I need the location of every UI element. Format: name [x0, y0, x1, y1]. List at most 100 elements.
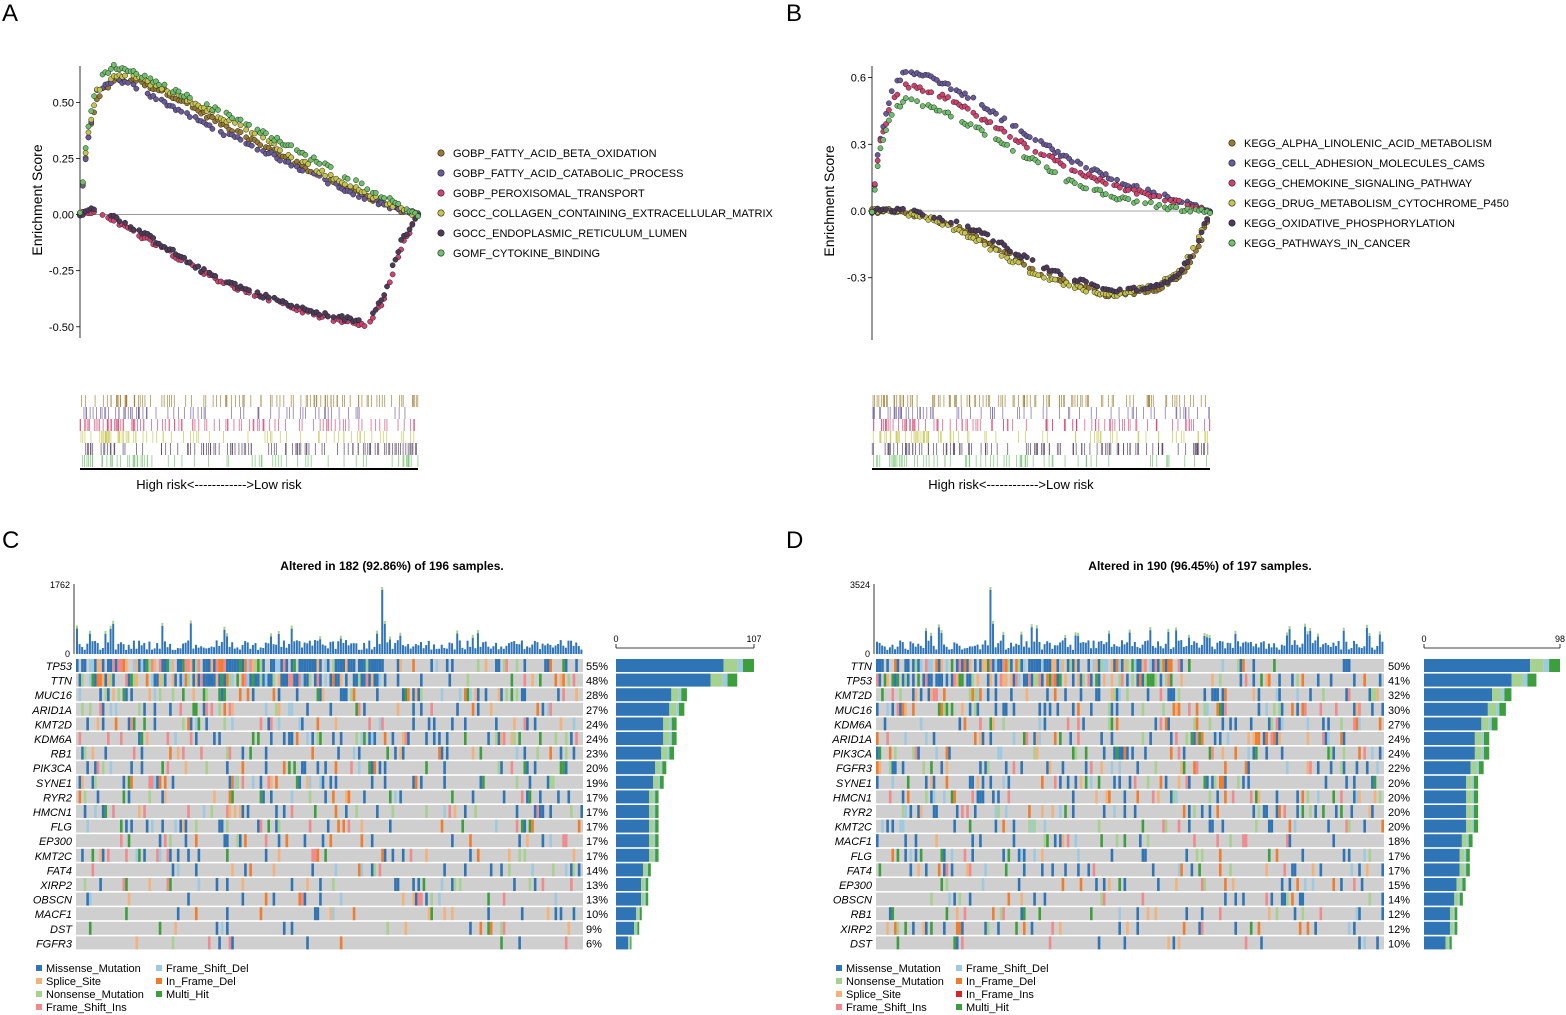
onco-c-mutation-cell	[117, 688, 120, 702]
onco-d-mutation-cell	[1350, 863, 1354, 877]
onco-c-mutation-cell	[308, 659, 312, 672]
onco-d-mutation-cell	[1267, 673, 1271, 687]
onco-c-mutation-cell	[99, 878, 102, 891]
onco-c-mutation-cell	[345, 659, 348, 672]
gsea-b-series-point	[874, 163, 881, 170]
onco-c-mutation-cell	[109, 673, 113, 687]
onco-d-mutation-cell	[1041, 863, 1044, 877]
onco-c-mutation-cell	[562, 761, 565, 775]
onco-c-mutation-cell	[399, 746, 402, 760]
onco-d-tmb-bar	[1064, 637, 1067, 654]
onco-c-mutation-cell	[360, 673, 364, 687]
onco-c-tmb-bar	[96, 642, 99, 654]
onco-d-mutation-cell	[1306, 717, 1310, 731]
onco-c-mutation-cell	[425, 732, 428, 745]
onco-d-mutation-cell	[1030, 921, 1034, 935]
onco-d-mutation-cell	[1273, 702, 1276, 716]
onco-d-gene-percent: 15%	[1388, 880, 1410, 892]
onco-d-tmb-bar	[945, 646, 948, 654]
gsea-a-series-point	[108, 66, 114, 72]
onco-c-mutation-cell	[313, 805, 317, 818]
onco-c-mutation-cell	[233, 805, 237, 818]
onco-c-mutation-cell	[562, 673, 565, 687]
onco-d-mutation-cell	[963, 659, 967, 672]
onco-d-mutation-cell	[979, 717, 982, 731]
onco-c-mutation-cell	[78, 775, 82, 789]
onco-c-mutation-cell	[236, 659, 239, 672]
onco-c-mutation-cell	[169, 834, 172, 848]
onco-d-mutation-cell	[961, 936, 964, 950]
onco-d-tmb-bar	[883, 646, 886, 654]
onco-d-mutation-cell	[1347, 819, 1351, 833]
onco-d-mutation-cell	[1095, 673, 1098, 687]
onco-c-mutation-cell	[184, 659, 188, 672]
onco-c-tmb-bar	[378, 644, 381, 654]
onco-d-gene-row: HMCN1 20%	[833, 790, 1479, 804]
onco-c-mutation-cell	[293, 673, 296, 687]
onco-d-gene-bar-segment	[1466, 834, 1469, 848]
onco-d-mutation-cell	[906, 790, 910, 804]
onco-d-mutation-cell	[1175, 878, 1178, 891]
onco-d-mutation-cell	[1149, 659, 1152, 672]
onco-d-gene-bar-segment	[1462, 878, 1466, 891]
onco-d-mutation-cell	[1100, 834, 1103, 848]
onco-c-mutation-cell	[337, 819, 340, 833]
onco-c-tmb-bar	[373, 646, 376, 654]
onco-d-tmb-bar	[1206, 637, 1209, 654]
onco-d-mutation-cell	[1324, 775, 1328, 789]
onco-c-mutation-cell	[526, 790, 529, 804]
onco-c-tmb-bar	[319, 639, 322, 654]
onco-d-mutation-cell	[1340, 732, 1343, 745]
gsea-b-series-point	[931, 215, 937, 221]
onco-c-mutation-cell	[228, 805, 232, 818]
onco-d-mutation-cell	[1110, 717, 1114, 731]
onco-c-mutation-cell	[412, 892, 415, 906]
onco-d-mutation-cell	[1358, 936, 1361, 950]
onco-c-mutation-cell	[215, 878, 219, 891]
onco-d-mutation-cell	[1242, 659, 1245, 672]
onco-d-mutation-cell	[1118, 878, 1121, 891]
onco-c-tmb-bar	[394, 643, 397, 654]
onco-d-tmb-bar-segment	[1077, 632, 1080, 636]
onco-d-mutation-cell	[1154, 907, 1158, 921]
onco-c-mutation-cell	[536, 702, 540, 716]
onco-d-tmb-bar	[1234, 633, 1237, 654]
onco-d-gene-bar-segment	[1484, 746, 1490, 760]
onco-d-mutation-cell	[1327, 732, 1330, 745]
onco-c-mutation-cell	[401, 732, 405, 745]
onco-c-gene-label: TP53	[46, 661, 73, 673]
onco-d-tmb-bar-segment	[1149, 627, 1152, 631]
onco-c-tmb-bar-segment	[226, 633, 229, 637]
gsea-a-series-point	[178, 108, 185, 115]
onco-d-mutation-cell	[1126, 659, 1129, 672]
onco-d-tmb-bar	[1319, 647, 1322, 654]
gsea-b-series-point	[1007, 134, 1013, 140]
onco-d-mutation-cell	[997, 921, 1000, 935]
onco-c-mutation-cell	[476, 659, 480, 672]
onco-d-mutation-cell	[1113, 805, 1116, 818]
onco-c-mutation-cell	[244, 834, 247, 848]
onco-c-mutation-cell	[425, 805, 428, 818]
onco-d-mutation-cell	[1376, 761, 1379, 775]
onco-c-mutation-cell	[249, 746, 252, 760]
onco-d-mutation-cell	[1041, 848, 1044, 862]
onco-d-matrix-row-bg	[876, 761, 1384, 775]
onco-c-mutation-cell	[143, 717, 146, 731]
onco-c-mutation-cell	[339, 936, 343, 950]
onco-d-mutation-cell	[1211, 688, 1214, 702]
onco-d-mutation-cell	[1012, 673, 1016, 687]
onco-d-gene-bar-segment	[1449, 936, 1452, 950]
onco-c-mutation-cell	[127, 673, 131, 687]
onco-d-mutation-cell	[1278, 732, 1281, 745]
onco-c-tmb-bar	[432, 644, 435, 654]
onco-d-mutation-cell	[1157, 790, 1160, 804]
onco-c-tmb-bar	[218, 645, 221, 654]
onco-d-mutation-cell	[1257, 921, 1261, 935]
onco-c-mutation-cell	[520, 790, 524, 804]
onco-d-mutation-cell	[961, 805, 964, 818]
onco-c-tmb-bar	[192, 648, 195, 654]
onco-d-tmb-bar	[878, 642, 881, 654]
onco-d-mutation-cell	[919, 688, 923, 702]
onco-d-mutation-cell	[984, 761, 987, 775]
onco-c-mutation-cell	[161, 673, 164, 687]
